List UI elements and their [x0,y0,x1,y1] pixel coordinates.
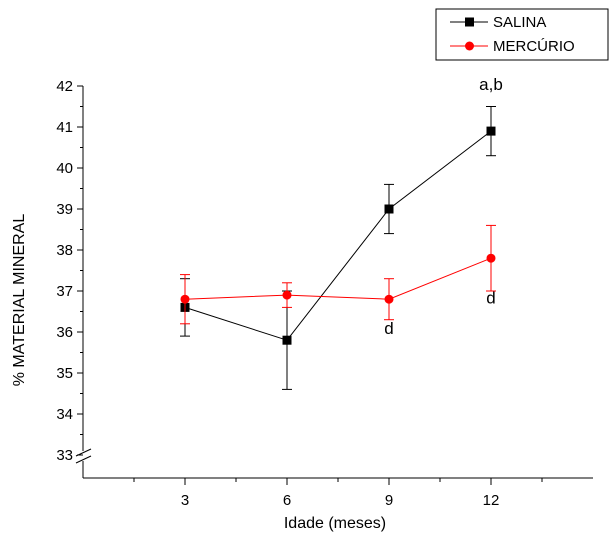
series-salina [180,106,496,390]
legend-box [435,8,609,61]
y-tick-label: 38 [56,242,73,259]
annotation-label: a,b [479,75,503,94]
y-tick-label: 36 [56,324,73,341]
series-line [184,257,492,300]
legend-item-salina: SALINA [450,14,546,31]
data-point [384,294,394,304]
y-axis-title: % MATERIAL MINERAL [11,214,28,387]
y-tick-label: 42 [56,78,73,95]
data-point [282,335,292,345]
x-tick-label: 12 [483,492,500,509]
y-tick-label: 35 [56,365,73,382]
series-layer [180,106,496,390]
legend-marker [465,41,474,51]
annotations-layer: a,b d d [384,75,503,338]
legend-label: MERCÚRIO [493,38,575,55]
y-tick-label: 41 [56,119,73,136]
legend-label: SALINA [493,14,546,31]
x-tick-label: 9 [385,492,393,509]
data-point [486,253,496,263]
y-tick-label: 39 [56,201,73,218]
legend-marker [465,17,474,27]
annotation-label: d [486,288,495,307]
y-tick-label: 40 [56,160,73,177]
x-axis-title: Idade (meses) [284,515,386,532]
axis-break-mark [75,455,92,464]
data-point [486,126,496,136]
legend: SALINA MERCÚRIO [435,8,609,61]
x-tick-label: 6 [283,492,291,509]
y-tick-label: 34 [56,406,73,423]
x-tick-label: 3 [181,492,189,509]
series-line [184,130,492,341]
annotation-label: d [384,319,393,338]
series-mercurio [180,224,496,325]
data-point [282,290,292,300]
y-tick-label: 37 [56,283,73,300]
data-point [180,294,190,304]
data-point [384,204,394,214]
y-tick-label: 33 [56,447,73,464]
legend-item-mercurio: MERCÚRIO [450,38,575,55]
